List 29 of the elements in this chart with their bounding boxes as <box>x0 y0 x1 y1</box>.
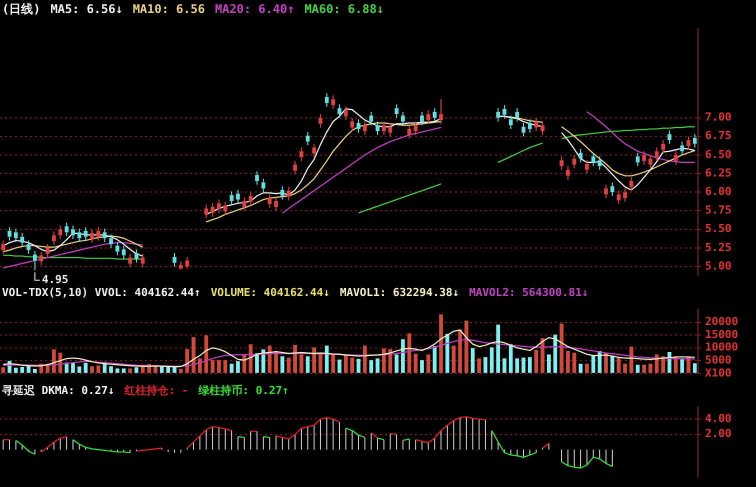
annotation: 4.95 <box>42 273 68 286</box>
text: 绿柱持币: 0.27↑ <box>198 384 289 397</box>
text: MA5: 6.56↓ <box>50 2 123 16</box>
text: MA60: 6.88↓ <box>304 2 384 16</box>
y-tick-label: 10000 <box>705 340 738 354</box>
chart-title: VOL-TDX(5,10) VVOL: 404162.44↑ <box>2 286 201 299</box>
text: MA20: 6.40↑ <box>214 2 294 16</box>
y-tick-label: 6.75 <box>705 129 732 142</box>
text: MAVOL2: 564300.81↓ <box>469 286 588 299</box>
y-tick-label: 5.50 <box>705 222 732 236</box>
text: VOLUME: 404162.44↓ <box>210 286 330 299</box>
y-tick-label: 7.00 <box>705 110 732 124</box>
text: MA10: 6.56 <box>132 2 205 16</box>
y-tick-label: 5.25 <box>705 240 732 254</box>
y-tick-label: 6.50 <box>705 148 732 161</box>
y-tick-label: 6.25 <box>705 166 732 180</box>
y-tick-label: 20000 <box>705 315 738 328</box>
y-tick-label: 4.00 <box>705 412 732 425</box>
text: 红柱持仓: - <box>124 384 188 397</box>
y-tick-label: 5.75 <box>705 204 732 217</box>
y-tick-label: 5.00 <box>705 259 732 272</box>
text: MAVOL1: 632294.38↓ <box>340 286 460 299</box>
y-tick-label: 15000 <box>705 328 738 341</box>
y-tick-label: 5000 <box>705 354 732 366</box>
y-tick-label: 6.00 <box>705 185 732 198</box>
chart-title: 寻延迟 DKMA: 0.27↓ <box>2 384 114 397</box>
y-tick-label: X100 <box>705 366 732 380</box>
y-tick-label: 2.00 <box>705 427 732 440</box>
chart-title: (日线) <box>2 2 40 16</box>
